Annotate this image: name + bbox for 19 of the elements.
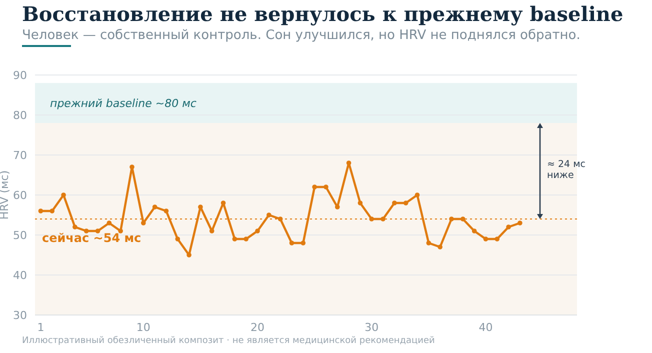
x-tick-label: 30 [364, 320, 379, 334]
y-tick-label: 50 [13, 228, 27, 242]
x-tick-label: 1 [37, 320, 44, 334]
y-tick-label: 60 [13, 188, 27, 202]
x-tick-label: 40 [478, 320, 493, 334]
y-tick-label: 80 [13, 108, 27, 122]
annotation: ≈ 24 мс ниже [547, 159, 586, 181]
chart-title: Восстановление не вернулось к прежнему baseline [22, 2, 624, 26]
x-tick-label: 10 [136, 320, 150, 334]
chart-subtitle: Человек — собственный контроль. Сон улучшился, но HRV не поднялся обратно. [22, 28, 580, 43]
x-tick-label: 20 [250, 320, 265, 334]
y-axis-title: HRV (мс) [0, 170, 11, 220]
band-label: прежний baseline ~80 мс [50, 96, 196, 110]
y-tick-label: 90 [13, 68, 27, 82]
ref-line-label: сейчас ~54 мс [42, 231, 142, 245]
y-tick-label: 30 [13, 308, 27, 322]
y-tick-label: 40 [13, 268, 27, 282]
text: Иллюстративный обезличенный композит · не является медицинской рекомендацией [22, 336, 435, 346]
y-tick-label: 70 [13, 148, 27, 162]
